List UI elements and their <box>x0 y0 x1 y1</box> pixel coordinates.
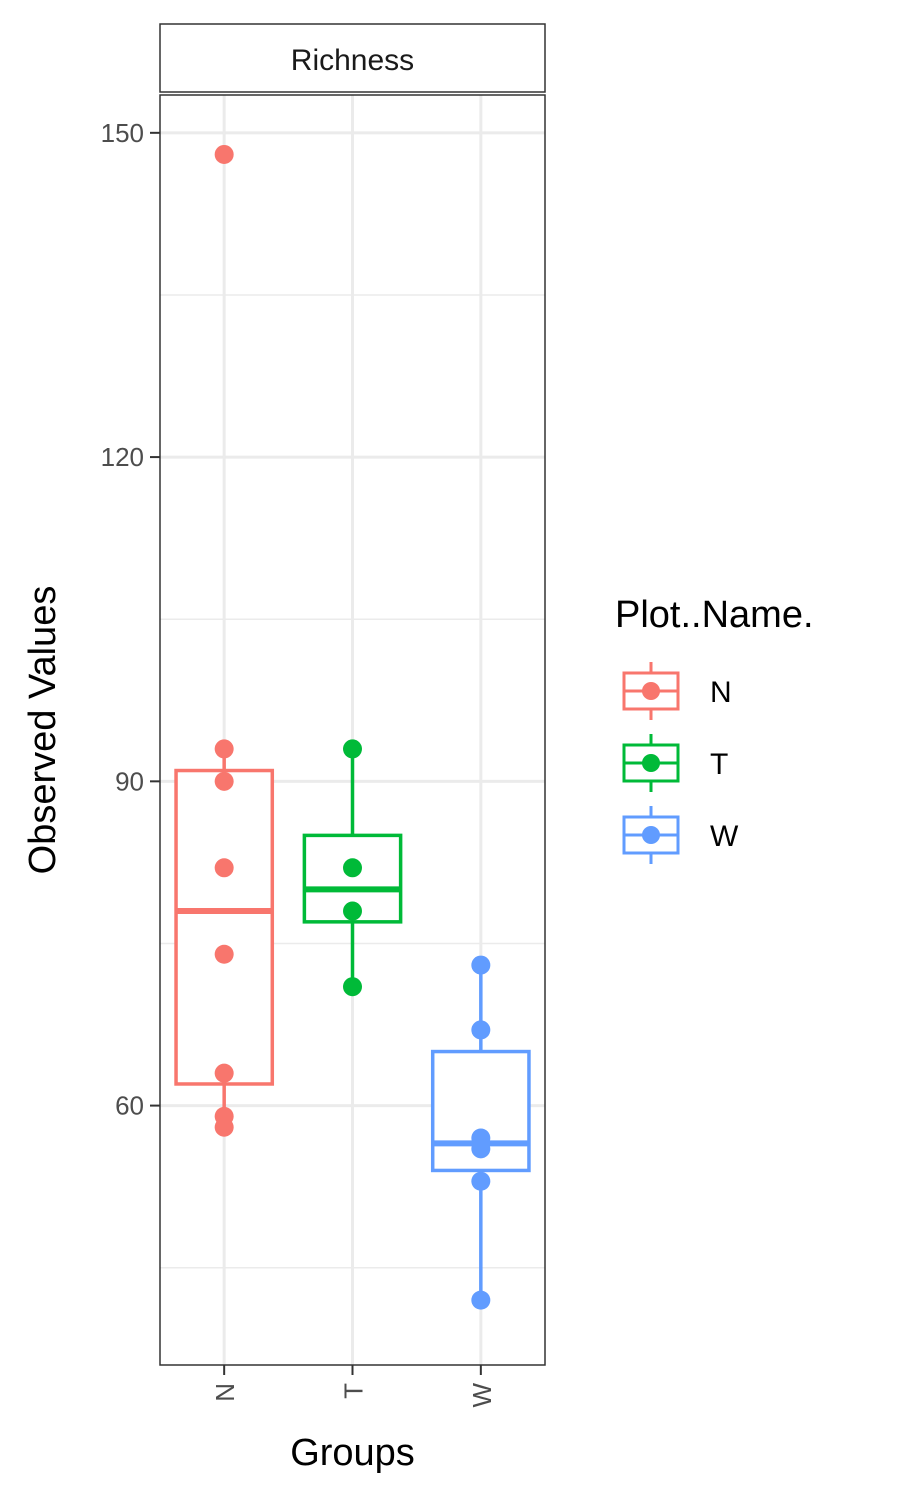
data-point-N-0 <box>214 144 234 164</box>
y-axis: 60 90 120 150 <box>101 118 160 1121</box>
data-point-W-5 <box>471 1290 491 1310</box>
data-point-T-2 <box>343 901 362 921</box>
legend-label-N: N <box>710 676 732 709</box>
data-point-N-7 <box>214 1117 234 1137</box>
x-axis-title: Groups <box>290 1432 415 1474</box>
y-tick-label-150: 150 <box>101 118 144 148</box>
legend-point-W <box>642 826 660 844</box>
data-point-N-5 <box>214 1063 234 1083</box>
box-N <box>174 768 275 1086</box>
data-point-N-2 <box>214 771 234 791</box>
data-point-T-1 <box>343 858 362 878</box>
legend-point-N <box>642 682 660 700</box>
facet-strip <box>159 23 546 93</box>
data-point-N-3 <box>214 858 234 878</box>
legend-key-N <box>622 662 680 720</box>
data-point-T-3 <box>343 977 362 997</box>
data-point-W-4 <box>471 1171 491 1191</box>
data-point-N-1 <box>214 739 234 759</box>
legend-title: Plot..Name. <box>615 594 814 636</box>
x-tick-label-T: T <box>339 1383 369 1399</box>
x-tick-label-W: W <box>467 1383 497 1408</box>
data-point-N-4 <box>214 944 234 964</box>
data-point-W-3 <box>471 1139 491 1159</box>
y-tick-label-60: 60 <box>115 1091 144 1121</box>
data-point-W-1 <box>471 1020 491 1040</box>
x-tick-label-N: N <box>210 1383 240 1402</box>
y-axis-title: Observed Values <box>22 586 64 875</box>
y-tick-label-90: 90 <box>115 766 144 796</box>
y-tick-label-120: 120 <box>101 442 144 472</box>
legend: N T W <box>622 662 739 864</box>
data-point-T-0 <box>343 739 362 759</box>
legend-label-T: T <box>710 748 728 781</box>
facet-strip-label: Richness <box>291 44 414 77</box>
point-layer <box>214 144 491 1310</box>
legend-label-W: W <box>710 820 739 853</box>
legend-key-W <box>622 806 680 864</box>
legend-point-T <box>642 754 660 772</box>
legend-key-T <box>622 734 680 792</box>
data-point-W-0 <box>471 955 491 975</box>
